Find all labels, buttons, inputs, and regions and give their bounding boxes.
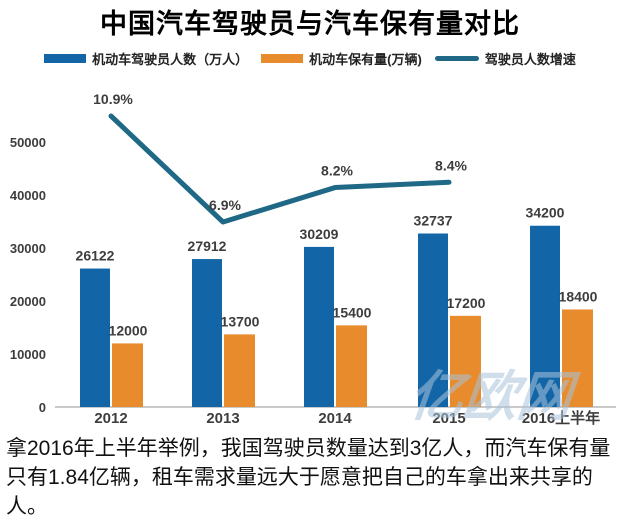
x-axis-label: 2014 — [318, 410, 352, 427]
vehicle-bar — [224, 334, 255, 407]
y-tick-label: 20000 — [10, 294, 46, 309]
y-tick-label: 40000 — [10, 188, 46, 203]
x-axis-label: 2013 — [206, 410, 239, 427]
vehicle-value-label: 15400 — [333, 304, 372, 320]
driver-value-label: 30209 — [300, 226, 339, 242]
y-tick-label: 0 — [39, 400, 46, 415]
legend-item-vehicles: 机动车保有量(万辆) — [261, 49, 422, 68]
legend-label: 机动车驾驶员人数（万人） — [92, 52, 249, 67]
vehicle-value-label: 18400 — [559, 288, 598, 304]
vehicle-bar — [562, 309, 593, 407]
growth-series-swatch — [434, 56, 479, 61]
y-tick-label: 30000 — [10, 241, 46, 256]
legend-item-drivers: 机动车驾驶员人数（万人） — [44, 49, 248, 68]
driver-bar — [80, 268, 110, 407]
driver-series-swatch — [44, 54, 87, 63]
legend-label: 机动车保有量(万辆) — [309, 52, 422, 67]
driver-value-label: 26122 — [76, 248, 115, 264]
vehicle-bar — [450, 315, 481, 407]
vehicle-value-label: 17200 — [447, 295, 486, 311]
vehicle-value-label: 13700 — [221, 313, 260, 329]
legend-label: 驾驶员人数增速 — [484, 52, 576, 67]
growth-point-label: 8.2% — [321, 163, 353, 179]
x-axis-label: 2012 — [94, 410, 127, 427]
growth-line — [108, 113, 452, 225]
vehicle-bar — [336, 325, 367, 407]
legend: 机动车驾驶员人数（万人） 机动车保有量(万辆) 驾驶员人数增速 — [0, 49, 620, 68]
growth-point-label: 6.9% — [209, 197, 241, 213]
x-axis-label: 2015 — [432, 410, 465, 427]
growth-point-label: 8.4% — [435, 157, 467, 173]
y-tick-label: 50000 — [10, 135, 46, 150]
driver-value-label: 34200 — [526, 205, 565, 221]
driver-bar — [192, 259, 222, 407]
vehicle-value-label: 12000 — [109, 322, 148, 338]
growth-point-label: 10.9% — [93, 91, 133, 107]
caption-text: 拿2016年上半年举例，我国驾驶员数量达到3亿人，而汽车保有量只有1.84亿辆，… — [6, 437, 611, 518]
driver-value-label: 27912 — [188, 238, 227, 254]
y-tick-label: 10000 — [10, 347, 46, 362]
driver-bar — [418, 233, 448, 407]
vehicle-bar — [112, 343, 143, 407]
legend-item-growth: 驾驶员人数增速 — [434, 49, 576, 68]
vehicle-series-swatch — [261, 54, 304, 63]
driver-bar — [530, 225, 560, 407]
driver-value-label: 32737 — [414, 212, 453, 228]
x-axis-label: 2016上半年 — [522, 409, 600, 427]
driver-bar — [304, 246, 334, 407]
chart-svg: 0 10000 20000 30000 40000 50000 26122 12000 2012… — [10, 91, 616, 427]
chart-title: 中国汽车驾驶员与汽车保有量对比 — [100, 9, 520, 39]
